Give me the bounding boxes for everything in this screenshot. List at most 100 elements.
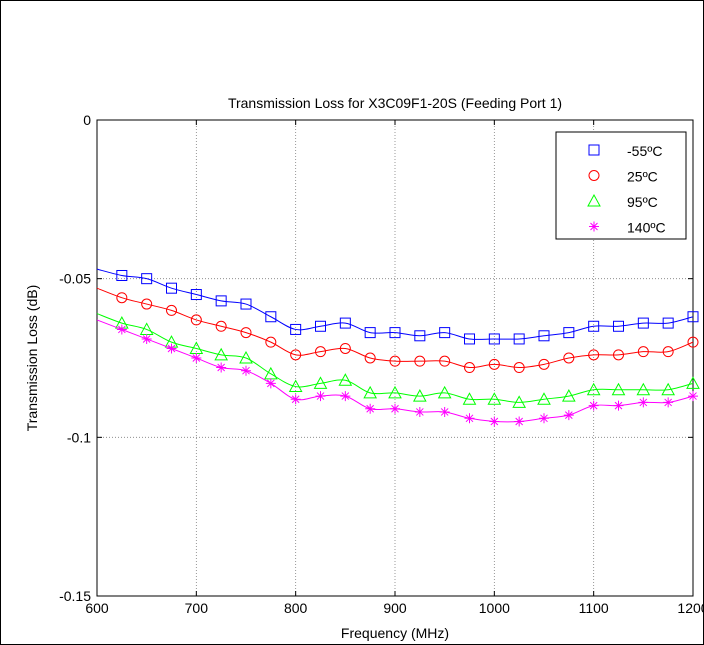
data-point-square xyxy=(687,311,699,323)
data-point-star xyxy=(141,333,152,344)
data-point-triangle xyxy=(587,193,601,207)
data-point-square xyxy=(414,330,426,342)
data-point-star xyxy=(563,410,574,421)
data-point-square xyxy=(588,320,600,332)
data-point-triangle xyxy=(537,392,551,405)
series-1 xyxy=(96,268,699,345)
data-point-star xyxy=(663,397,674,408)
data-point-star xyxy=(116,324,127,335)
data-point-square xyxy=(141,273,153,285)
x-axis-label: Frequency (MHz) xyxy=(341,625,449,641)
data-point-square xyxy=(513,333,525,345)
data-point-square xyxy=(190,289,202,301)
data-point-triangle xyxy=(561,389,576,402)
x-tick-label: 700 xyxy=(185,600,209,616)
data-point-star xyxy=(315,391,326,402)
data-point-square xyxy=(315,320,326,332)
data-point-star xyxy=(390,403,400,414)
data-point-circle xyxy=(439,355,451,367)
data-point-star xyxy=(638,397,649,408)
data-point-circle xyxy=(488,358,500,370)
data-point-square xyxy=(116,269,128,281)
data-point-circle xyxy=(563,352,575,364)
data-point-square xyxy=(240,298,252,310)
data-point-triangle xyxy=(437,385,452,399)
legend-label: 140ºC xyxy=(627,220,666,236)
y-tick-label: 0 xyxy=(83,112,91,128)
data-point-star xyxy=(166,343,177,354)
legend-label: 95ºC xyxy=(627,194,658,210)
data-point-circle xyxy=(190,314,202,326)
legend-entry: -55ºC xyxy=(588,143,662,159)
data-point-square xyxy=(662,317,674,329)
data-point-star xyxy=(414,406,425,417)
data-point-triangle xyxy=(388,385,402,399)
data-point-square xyxy=(464,333,475,345)
data-point-circle xyxy=(613,349,624,361)
data-point-circle xyxy=(538,358,550,370)
data-point-triangle xyxy=(412,389,427,402)
data-point-square xyxy=(166,282,177,294)
x-tick-label: 900 xyxy=(383,600,407,616)
data-point-square xyxy=(637,317,649,329)
data-point-triangle xyxy=(239,350,253,364)
data-point-star xyxy=(290,394,301,405)
legend-entry: 140ºC xyxy=(589,220,666,236)
legend-entry: 95ºC xyxy=(587,193,658,210)
x-tick-label: 1200 xyxy=(677,600,704,616)
y-tick-label: -0.1 xyxy=(67,429,91,445)
data-point-triangle xyxy=(512,395,527,408)
x-tick-label: 800 xyxy=(284,600,308,616)
data-point-star xyxy=(464,413,475,424)
legend: -55ºC 25ºC 95ºC 140ºC xyxy=(555,131,687,240)
legend-label: -55ºC xyxy=(627,143,662,159)
data-point-triangle xyxy=(462,392,477,405)
series-line xyxy=(96,313,694,403)
data-point-circle xyxy=(315,346,326,358)
series-line xyxy=(96,287,694,369)
data-point-star xyxy=(265,378,276,389)
data-point-star xyxy=(340,391,351,402)
data-point-star xyxy=(514,416,525,427)
data-point-triangle xyxy=(487,392,502,405)
data-point-star xyxy=(365,403,376,414)
legend-label: 25ºC xyxy=(627,169,658,185)
data-point-square xyxy=(588,144,600,156)
data-point-star xyxy=(489,416,500,427)
y-axis: -0.15 -0.1 -0.05 0 xyxy=(59,112,693,604)
data-point-circle xyxy=(662,346,674,358)
data-point-circle xyxy=(339,342,351,354)
data-point-triangle xyxy=(363,385,378,399)
data-point-triangle xyxy=(214,347,229,361)
data-point-circle xyxy=(464,362,475,374)
data-point-square xyxy=(563,327,575,339)
data-point-star xyxy=(216,362,227,373)
data-point-circle xyxy=(588,170,600,181)
data-point-triangle xyxy=(686,376,700,389)
data-point-triangle xyxy=(313,376,328,389)
series-4 xyxy=(96,319,698,427)
data-point-circle xyxy=(588,349,600,361)
data-point-star xyxy=(589,221,599,232)
data-point-star xyxy=(588,400,599,411)
data-point-circle xyxy=(290,349,302,361)
data-point-star xyxy=(688,391,698,402)
data-point-square xyxy=(290,323,302,335)
data-point-square xyxy=(439,327,451,339)
data-point-square xyxy=(488,333,500,345)
data-point-triangle xyxy=(338,373,353,386)
data-point-circle xyxy=(215,320,227,332)
data-point-star xyxy=(439,406,450,417)
series-group xyxy=(96,268,700,427)
data-point-circle xyxy=(637,346,649,358)
data-point-circle xyxy=(389,355,401,367)
data-point-triangle xyxy=(288,379,303,393)
data-point-star xyxy=(539,413,549,424)
data-point-triangle xyxy=(586,382,601,396)
data-point-star xyxy=(191,353,202,363)
data-point-star xyxy=(613,400,624,411)
data-point-circle xyxy=(166,304,177,316)
x-tick-label: 600 xyxy=(85,600,109,616)
